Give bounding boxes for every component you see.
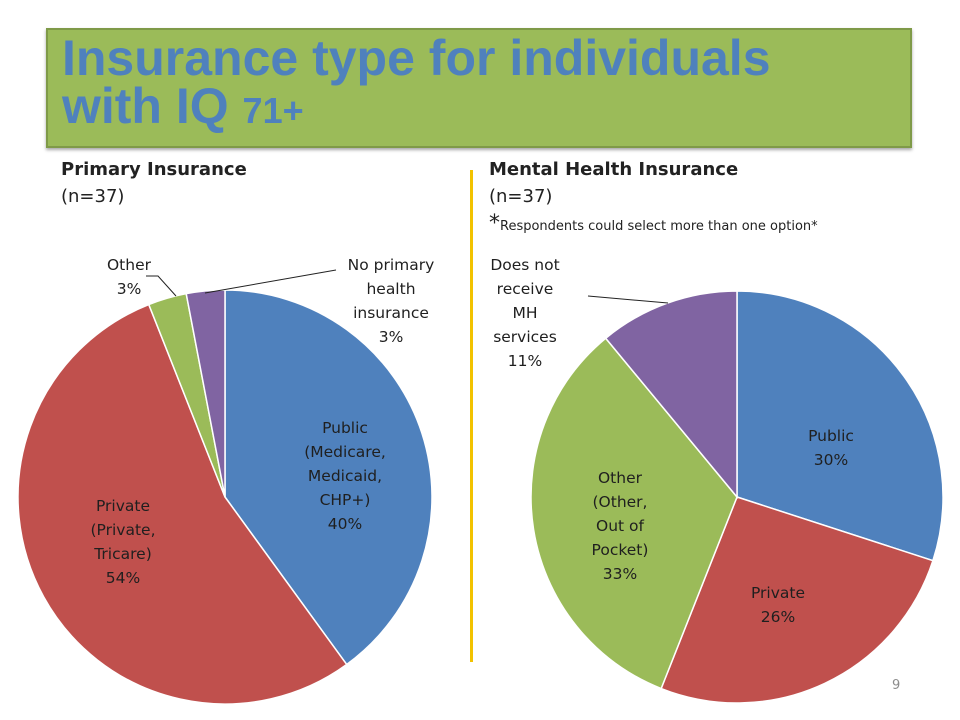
- mh-label-public-line: 30%: [814, 451, 848, 469]
- primary-label-public: Public (Medicare, Medicaid, CHP+) 40%: [304, 419, 386, 533]
- mh-pie: [530, 290, 944, 704]
- mh-slice-public: [736, 290, 944, 562]
- mh-leader-no-mh: [587, 295, 669, 304]
- primary-label-private: Private (Private, Tricare) 54%: [90, 497, 155, 587]
- primary-label-private-line: Private: [96, 497, 150, 515]
- primary-label-public-line: Public: [322, 419, 368, 437]
- mh-label-public-line: Public: [808, 427, 854, 445]
- primary-label-other-line: 3%: [117, 280, 142, 298]
- primary-chart-heading: Primary Insurance (n=37): [61, 156, 247, 210]
- primary-pie: [17, 289, 433, 705]
- primary-label-public-line: CHP+): [320, 491, 371, 509]
- primary-label-none-line: insurance: [353, 304, 429, 322]
- title-line-2-number: 71+: [242, 90, 304, 131]
- mh-label-no-mh: Does not receive MH services 11%: [490, 256, 559, 370]
- mh-label-other-line: (Other,: [593, 493, 648, 511]
- mh-label-other-line: 33%: [603, 565, 637, 583]
- title-banner: Insurance type for individuals with IQ 7…: [46, 28, 912, 148]
- chart-divider: [470, 170, 473, 662]
- primary-label-none-line: 3%: [379, 328, 404, 346]
- mh-note-text: Respondents could select more than one o…: [500, 219, 818, 234]
- primary-label-none-line: health: [366, 280, 415, 298]
- page-title: Insurance type for individuals with IQ 7…: [62, 30, 771, 135]
- primary-chart-title: Primary Insurance: [61, 159, 247, 180]
- mh-chart-note: *Respondents could select more than one …: [489, 210, 818, 240]
- mh-label-other-line: Out of: [596, 517, 645, 535]
- title-line-2: with IQ 71+: [62, 81, 771, 135]
- title-line-2-prefix: with IQ: [62, 78, 243, 134]
- mh-chart-heading: Mental Health Insurance (n=37) *Responde…: [489, 156, 818, 240]
- primary-leader-other: [146, 275, 177, 297]
- mh-chart-subtitle: (n=37): [489, 186, 553, 207]
- primary-slice-private: [17, 303, 348, 705]
- mh-note-star: *: [489, 211, 500, 236]
- mh-label-no-mh-line: services: [493, 328, 557, 346]
- mh-label-private-line: 26%: [761, 608, 795, 626]
- mh-slice-other: [530, 337, 738, 690]
- mh-label-other-line: Pocket): [592, 541, 649, 559]
- primary-leader-none: [204, 269, 337, 294]
- primary-label-public-line: (Medicare,: [304, 443, 386, 461]
- primary-label-private-line: (Private,: [90, 521, 155, 539]
- primary-label-public-line: Medicaid,: [308, 467, 382, 485]
- page-number: 9: [892, 678, 901, 693]
- mh-label-other: Other (Other, Out of Pocket) 33%: [592, 469, 649, 583]
- mh-label-no-mh-line: MH: [512, 304, 537, 322]
- primary-label-other: Other 3%: [107, 256, 152, 298]
- primary-label-none: No primary health insurance 3%: [348, 256, 435, 346]
- primary-label-public-line: 40%: [328, 515, 362, 533]
- mh-label-no-mh-line: 11%: [508, 352, 542, 370]
- primary-chart-subtitle: (n=37): [61, 186, 125, 207]
- mh-chart-title: Mental Health Insurance: [489, 159, 739, 180]
- mh-label-other-line: Other: [598, 469, 643, 487]
- mh-label-no-mh-line: receive: [497, 280, 554, 298]
- primary-label-none-line: No primary: [348, 256, 435, 274]
- primary-label-other-line: Other: [107, 256, 152, 274]
- mh-label-private: Private 26%: [751, 584, 805, 626]
- primary-label-private-line: Tricare): [93, 545, 152, 563]
- mh-slice-private: [660, 496, 934, 704]
- title-line-1: Insurance type for individuals: [62, 30, 771, 86]
- primary-label-private-line: 54%: [106, 569, 140, 587]
- mh-label-private-line: Private: [751, 584, 805, 602]
- primary-slice-none: [185, 289, 226, 498]
- mh-label-no-mh-line: Does not: [490, 256, 559, 274]
- mh-label-public: Public 30%: [808, 427, 854, 469]
- primary-slice-public: [224, 289, 433, 666]
